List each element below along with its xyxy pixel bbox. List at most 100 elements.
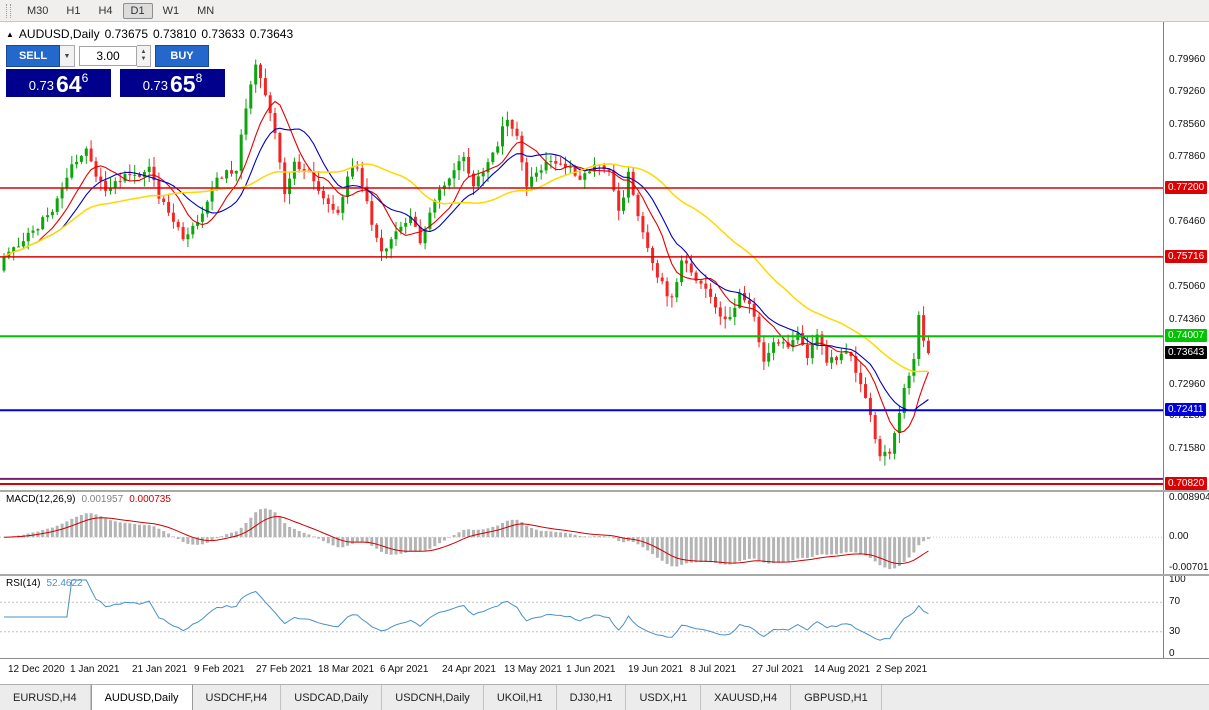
buy-price-display[interactable]: 0.73 65 8 [120, 69, 225, 97]
macd-name: MACD(12,26,9) [6, 494, 76, 505]
price-tick-label: 0.76460 [1169, 216, 1206, 228]
date-axis[interactable]: 12 Dec 2020 1 Jan 2021 21 Jan 2021 9 Feb 20… [0, 659, 1209, 684]
panel-separator[interactable] [0, 490, 1209, 492]
price-tick-label: 0.71580 [1169, 442, 1206, 454]
chart-title: ▲ AUDUSD,Daily 0.73675 0.73810 0.73633 0.7364… [6, 27, 298, 41]
date-label: 8 Jul 2021 [690, 664, 737, 675]
date-label: 6 Apr 2021 [380, 664, 429, 675]
date-label: 19 Jun 2021 [628, 664, 684, 675]
main-chart-panel[interactable]: ▲ AUDUSD,Daily 0.73675 0.73810 0.73633 0.7364… [0, 22, 1163, 490]
ohlc-high: 0.73810 [153, 27, 197, 41]
rsi-panel[interactable]: RSI(14) 52.4622 [0, 576, 1163, 658]
rsi-axis-label: 30 [1169, 625, 1181, 637]
macd-main-value: 0.001957 [81, 494, 124, 505]
chart-tab-EURUSD-H4[interactable]: EURUSD,H4 [0, 685, 91, 710]
rsi-axis-label: 0 [1169, 648, 1175, 659]
rsi-value: 52.4622 [46, 578, 83, 589]
sell-price-display[interactable]: 0.73 64 6 [6, 69, 111, 97]
date-label: 27 Jul 2021 [752, 664, 804, 675]
macd-signal-value: 0.000735 [129, 494, 171, 505]
sell-options-dropdown[interactable]: ▼ [60, 45, 75, 67]
ohlc-open: 0.73675 [104, 27, 148, 41]
date-label: 13 May 2021 [504, 664, 562, 675]
current-price-label: 0.73643 [1165, 346, 1208, 360]
macd-label: MACD(12,26,9) 0.001957 0.000735 [6, 494, 177, 505]
stepper-down-icon[interactable]: ▼ [140, 56, 147, 62]
stepper-up-icon[interactable]: ▲ [140, 49, 147, 55]
macd-axis-label: 0.00 [1169, 531, 1189, 543]
chart-tab-USDX-H1[interactable]: USDX,H1 [626, 685, 702, 710]
price-line-label: 0.74007 [1165, 329, 1208, 343]
date-label: 14 Aug 2021 [814, 664, 871, 675]
price-axis[interactable]: 0.79960 0.79260 0.78560 0.77860 0.76460 0.750… [1163, 22, 1209, 659]
macd-axis-label: 0.008904 [1169, 492, 1209, 503]
price-tick-label: 0.79260 [1169, 86, 1206, 98]
chart-tabs-bar: EURUSD,H4 AUDUSD,Daily USDCHF,H4 USDCAD,Dai… [0, 684, 1209, 710]
rsi-axis-label: 70 [1169, 596, 1181, 608]
macd-canvas[interactable] [0, 492, 1163, 574]
macd-axis-label: -0.007013 [1169, 562, 1209, 573]
ohlc-close: 0.73643 [249, 27, 294, 41]
timeframe-button-H1[interactable]: H1 [66, 4, 81, 17]
chart-tab-GBPUSD-H1[interactable]: GBPUSD,H1 [791, 685, 882, 710]
sell-price-pipette: 6 [81, 71, 89, 85]
buy-price-prefix: 0.73 [142, 78, 169, 93]
ohlc-low: 0.73633 [201, 27, 245, 41]
timeframe-button-MN[interactable]: MN [197, 4, 215, 17]
date-label: 2 Sep 2021 [876, 664, 928, 675]
date-label: 1 Jun 2021 [566, 664, 616, 675]
one-click-toggle-icon[interactable]: ▲ [6, 30, 14, 39]
sell-price-main: 64 [56, 71, 82, 97]
toolbar-grip[interactable] [6, 3, 11, 18]
buy-price-pipette: 8 [195, 71, 203, 85]
date-label: 1 Jan 2021 [70, 664, 120, 675]
chart-tab-USDCNH-Daily[interactable]: USDCNH,Daily [382, 685, 484, 710]
price-tick-label: 0.74360 [1169, 313, 1206, 325]
timeframe-button-W1[interactable]: W1 [162, 4, 180, 17]
sell-button[interactable]: SELL [6, 45, 60, 67]
price-tick-label: 0.79960 [1169, 54, 1206, 65]
one-click-trading-panel: SELL ▼ ▲ ▼ BUY 0.73 64 6 0.73 65 8 [6, 45, 232, 97]
rsi-name: RSI(14) [6, 578, 41, 589]
price-tick-label: 0.78560 [1169, 118, 1206, 130]
price-chart-canvas[interactable] [0, 22, 1163, 490]
date-label: 24 Apr 2021 [442, 664, 496, 675]
timeframe-button-D1[interactable]: D1 [122, 2, 153, 19]
chart-tab-XAUUSD-H4[interactable]: XAUUSD,H4 [701, 685, 792, 710]
buy-button[interactable]: BUY [155, 45, 209, 67]
date-label: 18 Mar 2021 [318, 664, 375, 675]
timeframe-toolbar: M30 H1 H4 D1 W1 MN [0, 0, 1209, 22]
timeframe-buttons: M30 H1 H4 D1 W1 MN [19, 2, 224, 19]
panel-separator[interactable] [0, 574, 1209, 576]
price-tick-label: 0.77860 [1169, 151, 1206, 163]
price-line-label: 0.75716 [1165, 249, 1208, 263]
volume-stepper[interactable]: ▲ ▼ [137, 45, 151, 67]
date-label: 21 Jan 2021 [132, 664, 188, 675]
chart-tab-USDCAD-Daily[interactable]: USDCAD,Daily [281, 685, 383, 710]
rsi-axis-label: 100 [1169, 574, 1186, 585]
price-tick-label: 0.72960 [1169, 378, 1206, 390]
price-line-label: 0.77200 [1165, 181, 1208, 195]
timeframe-button-H4[interactable]: H4 [98, 4, 113, 17]
buy-price-main: 65 [170, 71, 196, 97]
chart-tab-USDCHF-H4[interactable]: USDCHF,H4 [193, 685, 282, 710]
price-line-label: 0.70820 [1165, 477, 1208, 490]
price-line-label: 0.72411 [1165, 403, 1207, 417]
price-tick-label: 0.75060 [1169, 281, 1206, 293]
date-axis-separator [0, 658, 1209, 659]
rsi-canvas[interactable] [0, 576, 1163, 658]
chart-symbol-period: AUDUSD,Daily [18, 27, 100, 41]
timeframe-button-M30[interactable]: M30 [27, 4, 49, 17]
chart-tab-UKOil-H1[interactable]: UKOil,H1 [484, 685, 557, 710]
date-label: 12 Dec 2020 [8, 664, 65, 675]
macd-panel[interactable]: MACD(12,26,9) 0.001957 0.000735 [0, 492, 1163, 574]
chevron-down-icon: ▼ [63, 52, 71, 60]
sell-price-prefix: 0.73 [28, 78, 55, 93]
rsi-label: RSI(14) 52.4622 [6, 578, 89, 589]
date-label: 27 Feb 2021 [256, 664, 313, 675]
chart-tab-DJ30-H1[interactable]: DJ30,H1 [557, 685, 627, 710]
date-label: 9 Feb 2021 [194, 664, 245, 675]
chart-tab-AUDUSD-Daily[interactable]: AUDUSD,Daily [90, 685, 193, 710]
volume-input[interactable] [79, 46, 137, 66]
